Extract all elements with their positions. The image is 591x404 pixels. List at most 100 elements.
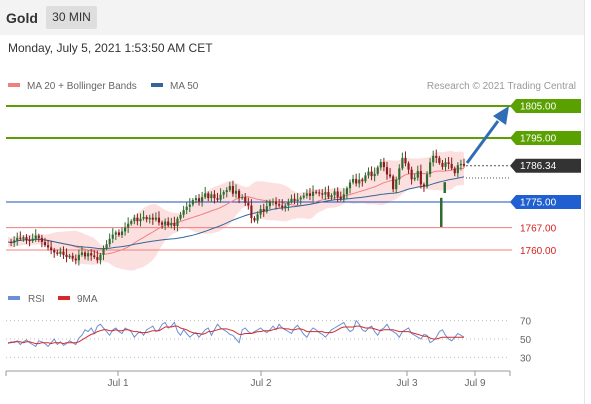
- candle-body: [10, 242, 13, 243]
- candle-body: [139, 218, 142, 222]
- level-text: 1805.00: [520, 102, 557, 113]
- candle-body: [65, 254, 68, 258]
- candle-body: [148, 217, 151, 220]
- candle-body: [284, 205, 287, 208]
- rsi-tick-50: 50: [520, 335, 532, 346]
- candle-body: [271, 201, 275, 203]
- candle-body: [404, 157, 407, 164]
- candle-body: [222, 192, 225, 195]
- level-text: 1775.00: [520, 198, 557, 209]
- candle-body: [99, 254, 102, 261]
- candle-body: [170, 223, 173, 226]
- candle-body: [130, 221, 133, 224]
- level-labels: 1805.00 1795.00 1786.34 1775.00 1767.00 1760.…: [510, 99, 581, 257]
- candle-body: [133, 217, 136, 222]
- level-text: 1786.34: [520, 161, 557, 172]
- candle-body: [438, 157, 441, 163]
- level-tag-bg: [510, 99, 581, 113]
- candle-body: [287, 201, 290, 206]
- candle-body: [160, 222, 164, 225]
- candle-body: [413, 177, 416, 180]
- candle-body: [401, 157, 404, 169]
- candle-body: [407, 163, 410, 170]
- candlesticks: [10, 149, 466, 266]
- rsi-tick-70: 70: [520, 317, 532, 328]
- candle-body: [315, 191, 318, 193]
- candle-body: [31, 238, 34, 242]
- candle-body: [416, 170, 419, 178]
- candle-body: [188, 204, 191, 207]
- x-axis: Jul 1 Jul 2 Jul 3 Jul 9: [5, 371, 511, 389]
- candle-body: [71, 255, 74, 259]
- candle-body: [308, 193, 312, 196]
- candle-body: [207, 193, 210, 199]
- candle-body: [238, 190, 241, 198]
- candle-body: [117, 232, 120, 235]
- candle-body: [194, 198, 198, 201]
- level-text: 1795.00: [520, 134, 557, 145]
- level-tag-bg: [510, 158, 581, 173]
- candle-body: [336, 191, 339, 197]
- candle-body: [231, 186, 234, 194]
- candle-body: [28, 239, 31, 242]
- level-label-1795-00: 1795.00: [510, 131, 581, 145]
- candle-body: [385, 167, 389, 175]
- candle-body: [327, 192, 330, 198]
- ma50-line: [7, 176, 465, 250]
- candle-body: [25, 237, 28, 240]
- candle-body: [373, 173, 376, 177]
- candle-body: [157, 217, 161, 223]
- candle-body: [151, 217, 154, 220]
- candle-body: [179, 214, 182, 219]
- candle-body: [453, 168, 456, 174]
- candle-body: [429, 162, 432, 175]
- rsi-gridlines: 70 50 30: [6, 317, 532, 364]
- candle-body: [167, 221, 170, 226]
- candle-body: [330, 195, 333, 198]
- candle-body: [259, 209, 262, 215]
- candle-body: [213, 194, 216, 199]
- candle-body: [124, 227, 127, 232]
- candle-body: [111, 234, 114, 239]
- candle-body: [299, 197, 302, 200]
- candle-body: [459, 163, 462, 166]
- level-label-1767-00: 1767.00: [520, 224, 557, 235]
- candle-body: [262, 209, 265, 212]
- candle-body: [59, 251, 62, 254]
- candle-body: [345, 188, 348, 195]
- ma20-line: [7, 167, 465, 255]
- candle-body: [68, 255, 71, 258]
- candle-body: [358, 179, 361, 184]
- candle-body: [34, 235, 37, 239]
- candle-body: [281, 205, 284, 208]
- candle-body: [19, 237, 22, 239]
- rsi-legend-label: RSI: [28, 294, 45, 305]
- candle-body: [462, 163, 466, 166]
- candle-body: [241, 197, 244, 199]
- candle-body: [392, 176, 395, 190]
- candle-body: [22, 237, 25, 239]
- asset-name: Gold: [6, 10, 38, 26]
- candle-body: [333, 191, 336, 196]
- x-tick-label: Jul 1: [107, 378, 129, 389]
- candle-body: [216, 198, 219, 200]
- bollinger-band-fill: [8, 150, 464, 271]
- timeframe-button[interactable]: 30 MIN: [46, 6, 97, 29]
- ma9-legend-swatch: [58, 296, 70, 300]
- candle-body: [250, 205, 253, 218]
- ma50-legend-label: MA 50: [170, 81, 199, 92]
- candle-body: [432, 155, 435, 163]
- panel-border: [584, 0, 585, 404]
- candle-body: [370, 171, 373, 177]
- candle-body: [419, 170, 422, 185]
- candle-body: [367, 171, 370, 176]
- rsi-line: [7, 319, 465, 348]
- candle-body: [441, 162, 444, 167]
- candle-body: [93, 255, 96, 258]
- candle-body: [90, 253, 93, 256]
- header-bar: Gold 30 MIN: [0, 0, 585, 35]
- ma50-legend-swatch: [151, 83, 163, 87]
- credit-label: Research © 2021 Trading Central: [427, 81, 576, 92]
- candle-body: [46, 245, 50, 248]
